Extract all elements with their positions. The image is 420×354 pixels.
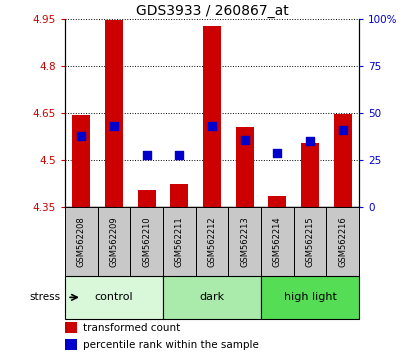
- Bar: [72, 115, 90, 207]
- Point: [111, 124, 118, 129]
- Bar: [105, 20, 123, 207]
- Point: [209, 124, 215, 129]
- Bar: [171, 184, 189, 207]
- Text: GSM562213: GSM562213: [240, 216, 249, 267]
- Bar: [228, 207, 261, 276]
- Bar: [65, 276, 163, 319]
- Bar: [98, 207, 131, 276]
- Bar: [65, 207, 98, 276]
- Text: GSM562209: GSM562209: [110, 216, 118, 267]
- Bar: [196, 207, 228, 276]
- Bar: [65, 322, 77, 333]
- Text: percentile rank within the sample: percentile rank within the sample: [83, 340, 259, 350]
- Point: [241, 137, 248, 142]
- Text: GSM562212: GSM562212: [207, 216, 217, 267]
- Text: stress: stress: [30, 292, 61, 302]
- Bar: [163, 276, 261, 319]
- Bar: [261, 276, 359, 319]
- Bar: [326, 207, 359, 276]
- Text: GSM562215: GSM562215: [306, 216, 315, 267]
- Bar: [294, 207, 326, 276]
- Bar: [236, 127, 254, 207]
- Point: [274, 150, 281, 155]
- Bar: [334, 114, 352, 207]
- Bar: [163, 207, 196, 276]
- Text: GSM562210: GSM562210: [142, 216, 151, 267]
- Bar: [138, 190, 156, 207]
- Bar: [268, 196, 286, 207]
- Point: [143, 152, 150, 158]
- Text: GSM562208: GSM562208: [77, 216, 86, 267]
- Text: GSM562216: GSM562216: [338, 216, 347, 267]
- Bar: [261, 207, 294, 276]
- Bar: [301, 143, 319, 207]
- Text: dark: dark: [200, 292, 225, 302]
- Point: [307, 138, 313, 144]
- Bar: [131, 207, 163, 276]
- Text: GSM562211: GSM562211: [175, 216, 184, 267]
- Point: [176, 152, 183, 158]
- Text: GSM562214: GSM562214: [273, 216, 282, 267]
- Text: high light: high light: [284, 292, 336, 302]
- Title: GDS3933 / 260867_at: GDS3933 / 260867_at: [136, 5, 289, 18]
- Text: transformed count: transformed count: [83, 323, 180, 333]
- Bar: [65, 339, 77, 350]
- Text: control: control: [95, 292, 134, 302]
- Point: [339, 127, 346, 133]
- Point: [78, 133, 85, 139]
- Bar: [203, 26, 221, 207]
